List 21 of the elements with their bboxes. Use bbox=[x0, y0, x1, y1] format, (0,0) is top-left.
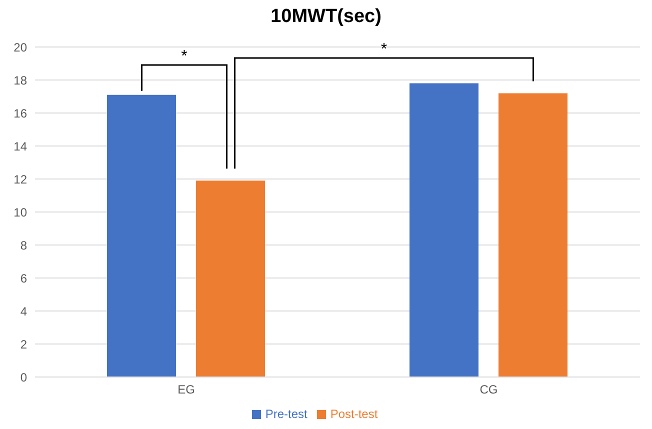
y-tick-label: 16 bbox=[14, 106, 28, 120]
bar bbox=[410, 83, 478, 377]
y-tick-label: 10 bbox=[14, 205, 28, 220]
y-tick-label: 14 bbox=[14, 139, 28, 154]
y-tick-label: 4 bbox=[20, 304, 28, 318]
annotation: * bbox=[181, 48, 188, 65]
y-tick-label: 18 bbox=[14, 73, 28, 88]
legend-label: Post-test bbox=[330, 407, 378, 421]
legend-label: Pre-test bbox=[265, 407, 308, 421]
y-tick-label: 20 bbox=[14, 40, 28, 54]
y-tick-label: 12 bbox=[14, 172, 28, 186]
chart-title: 10MWT(sec) bbox=[270, 6, 382, 28]
y-tick-label: 0 bbox=[20, 370, 28, 384]
bar bbox=[196, 180, 265, 377]
bar bbox=[498, 93, 568, 377]
y-tick-label: 8 bbox=[20, 238, 28, 252]
y-tick-label: 2 bbox=[20, 337, 28, 352]
x-tick-label: EG bbox=[178, 382, 195, 397]
x-tick-label: CG bbox=[480, 382, 498, 397]
annotation: * bbox=[380, 41, 388, 58]
y-tick-label: 6 bbox=[20, 271, 28, 286]
